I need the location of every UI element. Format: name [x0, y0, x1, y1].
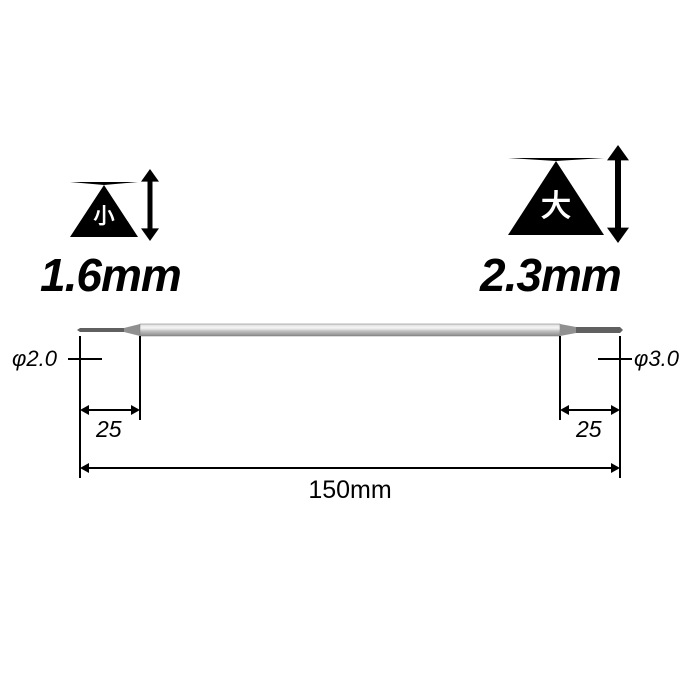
- right-phi-leader: [598, 358, 632, 360]
- right-tip-dim: 25: [576, 416, 602, 443]
- left-height-arrow: [130, 167, 170, 243]
- left-tip-dim: 25: [96, 416, 122, 443]
- left-phi-label: φ2.0: [12, 346, 57, 372]
- right-triangle-label: 大: [508, 192, 604, 222]
- total-length-label: 150mm: [290, 476, 410, 505]
- right-phi-label: φ3.0: [634, 346, 679, 372]
- tool-bit: [76, 310, 624, 350]
- left-triangle-label: 小: [70, 206, 138, 227]
- left-size-label: 1.6mm: [40, 248, 181, 302]
- right-size-label: 2.3mm: [480, 248, 621, 302]
- right-height-arrow: [598, 143, 638, 245]
- left-phi-leader: [68, 358, 102, 360]
